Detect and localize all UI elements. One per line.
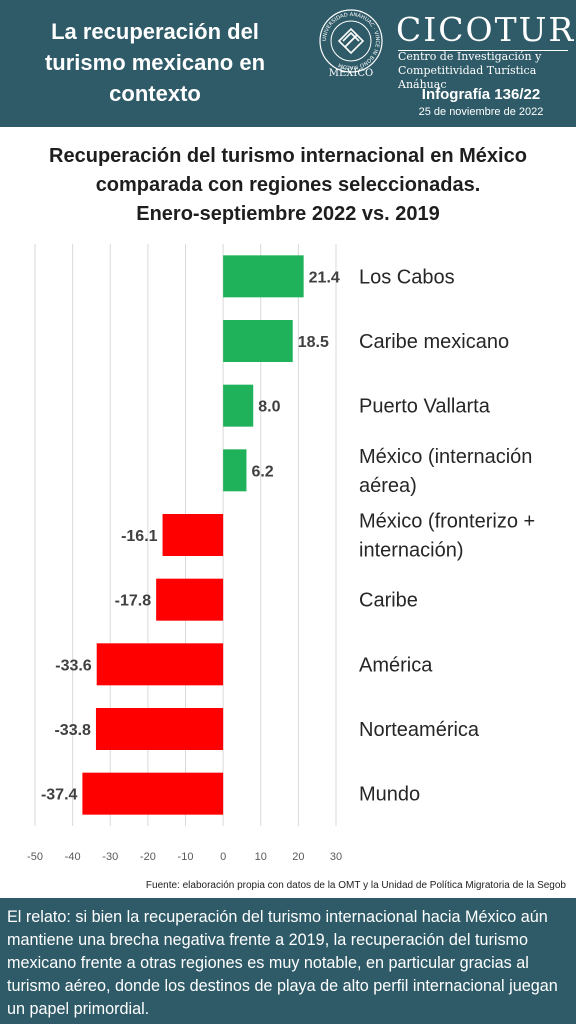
bar-value-label: -33.6 [55, 657, 92, 674]
category-label: México (internación [359, 446, 532, 468]
category-label: Caribe mexicano [359, 331, 509, 353]
footer-narrative: El relato: si bien la recuperación del t… [7, 908, 558, 1018]
org-divider [398, 50, 568, 51]
bar [162, 514, 224, 556]
category-label: México (fronterizo + [359, 511, 535, 533]
chart-title-line: Recuperación del turismo internacional e… [49, 145, 527, 167]
x-tick-label: -30 [102, 851, 118, 863]
infographic-title-line: contexto [109, 81, 201, 106]
category-label: Puerto Vallarta [359, 396, 491, 418]
infographic-title: La recuperación del turismo mexicano en … [10, 16, 300, 109]
x-tick-label: -50 [27, 851, 43, 863]
bar [223, 384, 254, 427]
x-tick-label: -40 [65, 851, 81, 863]
header-banner: La recuperación del turismo mexicano en … [0, 0, 576, 127]
bar-chart: -50 -40 -30 -20 -10 0 10 20 30 21.4 Los Cabos 18.5 C… [27, 244, 535, 863]
university-seal-icon: UNIVERSIDAD ANÁHUAC · VINCE IN BONO MALU… [319, 9, 383, 73]
bar-value-label: -17.8 [115, 593, 152, 610]
infographic-number: Infografía 136/22 [421, 86, 541, 103]
bar [223, 449, 247, 492]
seal-caption: MÉXICO [328, 68, 374, 79]
x-tick-label: 30 [330, 851, 342, 863]
chart-title: Recuperación del turismo internacional e… [0, 142, 576, 229]
category-label: Caribe [359, 590, 418, 612]
bar-value-label: 18.5 [298, 334, 329, 351]
category-label: América [359, 654, 433, 676]
bar [156, 578, 224, 621]
category-label: Los Cabos [359, 266, 455, 288]
bar-value-label: 21.4 [309, 269, 340, 286]
x-tick-label: 10 [255, 851, 267, 863]
category-label: internación) [359, 540, 464, 562]
bar [96, 643, 224, 686]
publication-date: 25 de noviembre de 2022 [418, 106, 544, 118]
x-tick-label: 20 [292, 851, 304, 863]
infographic-title-line: turismo mexicano en [44, 50, 266, 75]
org-subtitle: Centro de Investigación y Competitividad… [398, 50, 576, 92]
category-label: Norteamérica [359, 719, 480, 741]
footer-banner: El relato: si bien la recuperación del t… [0, 898, 576, 1024]
chart-title-line: comparada con regiones seleccionadas. [95, 174, 481, 196]
x-tick-label: -10 [178, 851, 194, 863]
x-tick-label: 0 [220, 851, 226, 863]
bar [82, 772, 224, 815]
org-subtitle-line: Competitividad Turística Anáhuac [398, 64, 537, 91]
category-label: Mundo [359, 784, 420, 806]
bar [95, 708, 224, 750]
bar-value-label: 6.2 [251, 463, 273, 480]
org-logo-wordmark: CICOTUR [396, 10, 576, 49]
bar-value-label: -33.8 [54, 722, 91, 739]
bar-value-label: 8.0 [258, 399, 280, 416]
bar [223, 255, 304, 298]
bar-value-label: -37.4 [41, 787, 78, 804]
category-label: aérea) [359, 475, 417, 497]
infographic-title-line: La recuperación del [51, 19, 259, 44]
org-subtitle-line: Centro de Investigación y [398, 50, 542, 63]
chart-title-line: Enero-septiembre 2022 vs. 2019 [136, 203, 440, 225]
bar-value-label: -16.1 [121, 528, 158, 545]
bar [223, 320, 293, 362]
x-tick-label: -20 [140, 851, 156, 863]
source-note: Fuente: elaboración propia con datos de … [145, 880, 566, 891]
